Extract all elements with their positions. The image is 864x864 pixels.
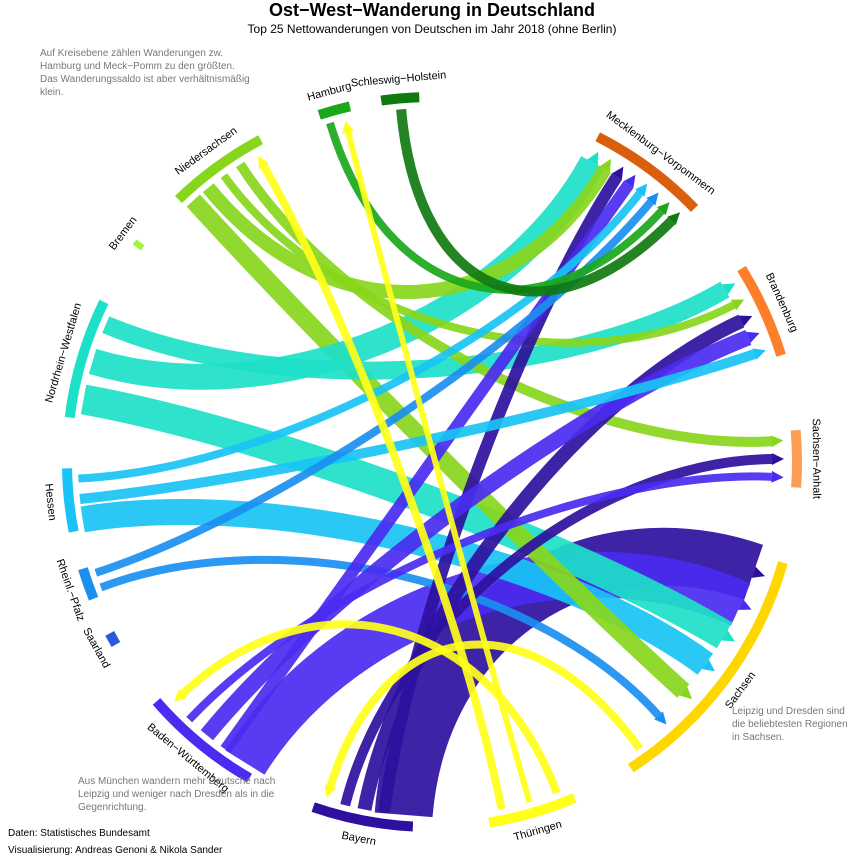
- region-arc-bb: [737, 265, 786, 357]
- chart-subtitle: Top 25 Nettowanderungen von Deutschen im…: [247, 22, 617, 36]
- region-arc-ni: [174, 135, 263, 204]
- chart-title: Ost−West−Wanderung in Deutschland: [268, 0, 596, 20]
- flow-arrowhead-ni-mv: [599, 158, 611, 173]
- region-arc-hb: [132, 239, 145, 251]
- region-arc-bw: [152, 698, 252, 783]
- flow-arrowhead-by-sn: [751, 566, 765, 578]
- flow-arrowhead-nw-sn: [721, 630, 735, 642]
- region-arc-he: [62, 468, 79, 533]
- flow-arrowhead-ni-bb: [730, 299, 745, 311]
- region-arc-sh: [380, 92, 420, 106]
- flow-ribbon-ni-bb: [220, 173, 736, 347]
- flow-ribbon-th-bw: [180, 620, 561, 795]
- flow-ribbon-by-st: [340, 454, 773, 807]
- flow-ribbon-nw-mv: [88, 156, 605, 390]
- flow-arrowhead-by-st: [771, 453, 784, 465]
- flow-arrowhead-he-bb: [752, 348, 766, 360]
- region-label-sh: Schleswig−Holstein: [350, 69, 446, 89]
- region-arc-st: [790, 429, 802, 488]
- flow-arrowhead-bw-mv: [623, 174, 636, 189]
- region-label-hh: Hamburg: [306, 80, 353, 104]
- region-arc-mv: [595, 132, 699, 212]
- ribbon-layer: [78, 108, 773, 818]
- flow-arrowhead-sh-mv: [667, 212, 681, 226]
- flow-ribbon-ni-mv: [202, 165, 611, 299]
- region-arc-sn: [628, 561, 788, 773]
- flow-ribbon-ni-st: [236, 161, 772, 447]
- flow-arrowhead-nw-bb: [721, 283, 736, 295]
- flow-arrowhead-rp-mv: [646, 192, 659, 206]
- region-arc-rp: [78, 567, 99, 601]
- flow-ribbon-nw-sn: [80, 384, 733, 649]
- credit-data-source: Daten: Statistisches Bundesamt: [8, 828, 150, 839]
- region-label-st: Sachsen−Anhalt: [810, 418, 823, 499]
- region-label-rp: Rheinl.−Pfalz: [54, 557, 87, 622]
- region-label-th: Thüringen: [512, 818, 563, 843]
- flow-ribbon-th-ni: [260, 164, 506, 810]
- annotation-bayern: Aus München wandern mehr Deutsche nach L…: [78, 776, 276, 813]
- flow-arrowhead-bw-bb: [746, 331, 760, 343]
- flow-arrowhead-ni-st: [770, 435, 784, 448]
- region-arc-sl: [105, 631, 121, 647]
- region-arc-nw: [64, 299, 109, 419]
- flow-arrowhead-by-mv: [611, 166, 624, 180]
- flow-ribbon-bw-st: [186, 472, 772, 723]
- flow-ribbon-sn-by: [326, 640, 643, 788]
- flow-arrowhead-sn-by: [324, 784, 337, 798]
- flow-arrowhead-he-mv: [635, 183, 648, 197]
- arc-layer: [62, 92, 802, 832]
- flow-arrowhead-by-bb: [738, 315, 753, 327]
- credit-visualisation: Visualisierung: Andreas Genoni & Nikola …: [8, 845, 223, 856]
- flow-arrowhead-bw-sn: [738, 599, 752, 610]
- flow-arrowhead-nw-mv: [587, 151, 599, 166]
- region-label-he: Hessen: [42, 483, 58, 521]
- flow-ribbon-bw-bb: [200, 329, 752, 741]
- region-arc-hh: [317, 101, 352, 120]
- flow-arrowhead-rp-sn: [654, 711, 667, 725]
- flow-ribbon-he-mv: [78, 190, 644, 483]
- region-label-sl: Saarland: [80, 626, 112, 670]
- region-arc-by: [311, 802, 414, 832]
- annotation-sachsen: Leipzig und Dresden sind die beliebteste…: [732, 706, 848, 743]
- flow-arrowhead-bw-st: [771, 470, 784, 483]
- flow-arrowhead-ni-sn: [679, 686, 693, 700]
- flow-ribbon-th-hh: [345, 131, 533, 804]
- flow-arrowhead-th-hh: [342, 120, 355, 134]
- arrow-layer: [174, 120, 784, 798]
- flow-arrowhead-th-ni: [258, 155, 270, 170]
- region-label-by: Bayern: [340, 830, 377, 848]
- flow-ribbon-he-bb: [79, 349, 757, 504]
- flow-arrowhead-he-sn: [701, 659, 715, 672]
- flow-ribbon-hh-mv: [326, 121, 665, 294]
- flow-ribbon-rp-sn: [99, 555, 662, 719]
- region-arc-th: [488, 793, 577, 828]
- region-label-hb: Bremen: [107, 214, 140, 252]
- flow-arrowhead-th-bw: [174, 689, 188, 702]
- flow-ribbon-sh-mv: [396, 108, 676, 297]
- annotation-hamburg: Auf Kreisebene zählen Wanderungen zw. Ha…: [40, 48, 250, 98]
- flow-ribbon-by-mv: [378, 173, 622, 814]
- flow-arrowhead-hh-mv: [657, 202, 670, 216]
